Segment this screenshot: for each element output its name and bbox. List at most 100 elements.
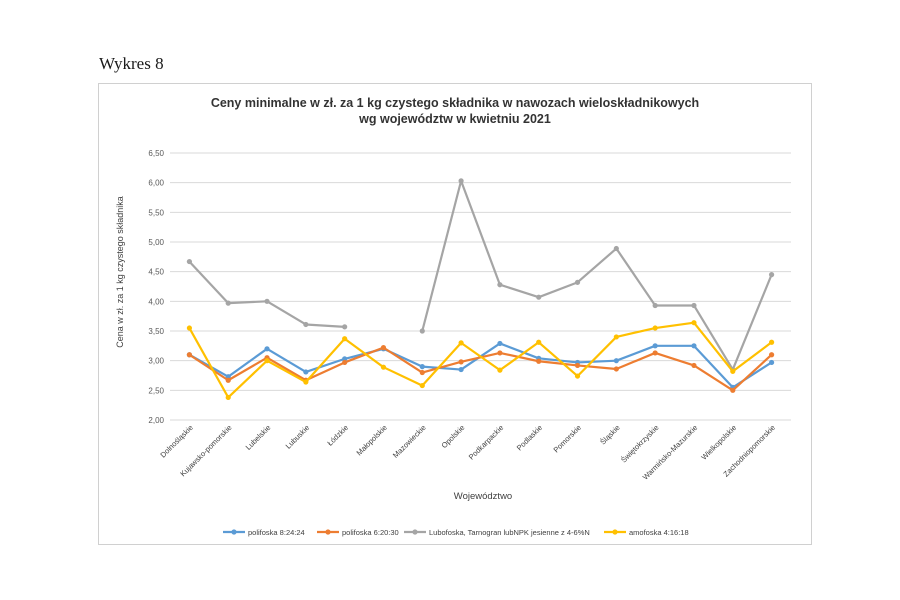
y-tick-label: 5,00 bbox=[148, 238, 164, 247]
data-point bbox=[613, 245, 619, 252]
data-point bbox=[574, 373, 581, 379]
data-point bbox=[303, 379, 309, 385]
y-tick-label: 3,00 bbox=[148, 357, 164, 366]
data-point bbox=[303, 369, 309, 375]
data-point bbox=[730, 368, 736, 374]
data-point bbox=[613, 358, 619, 364]
data-point bbox=[691, 302, 697, 309]
y-axis-ticks: 2,00 2,50 3,00 3,50 4,00 4,50 5,00 5,50 6,00 6,50 bbox=[148, 149, 164, 425]
data-point bbox=[536, 358, 542, 364]
series-line bbox=[188, 321, 773, 399]
data-point bbox=[497, 367, 503, 373]
x-tick-label: Lubelskie bbox=[244, 423, 273, 452]
data-point bbox=[264, 358, 270, 364]
data-point bbox=[419, 369, 425, 376]
data-point bbox=[652, 350, 658, 356]
data-point bbox=[613, 366, 619, 372]
data-point bbox=[419, 364, 425, 370]
chart-frame: Ceny minimalne w zł. za 1 kg czystego sk… bbox=[98, 83, 812, 545]
data-point bbox=[613, 334, 619, 340]
series-line bbox=[421, 179, 773, 371]
x-tick-label: Śląskie bbox=[598, 423, 621, 446]
data-point bbox=[419, 328, 425, 334]
data-point bbox=[458, 340, 464, 346]
data-point bbox=[458, 366, 464, 373]
y-tick-label: 4,50 bbox=[148, 268, 164, 277]
y-tick-label: 2,50 bbox=[148, 386, 164, 395]
figure-label: Wykres 8 bbox=[99, 54, 164, 73]
data-point bbox=[652, 343, 658, 349]
data-point bbox=[691, 343, 697, 349]
series-3 bbox=[186, 178, 775, 373]
x-tick-label: Świętokrzyskie bbox=[619, 423, 660, 464]
data-point bbox=[380, 345, 387, 351]
legend-swatch-marker bbox=[412, 529, 418, 535]
x-tick-label: Wielkopolskie bbox=[699, 423, 738, 462]
data-point bbox=[342, 356, 348, 362]
series-lines bbox=[186, 178, 775, 401]
data-point bbox=[768, 359, 775, 366]
data-point bbox=[342, 359, 348, 366]
data-point bbox=[536, 294, 542, 300]
legend-label: amofoska 4:16:18 bbox=[629, 528, 689, 537]
y-tick-label: 5,50 bbox=[148, 208, 164, 217]
data-point bbox=[186, 352, 193, 358]
legend-swatch-marker bbox=[325, 529, 331, 535]
y-axis-label: Cena w zł. za 1 kg czystego składnika bbox=[115, 196, 125, 348]
x-tick-label: Opolskie bbox=[440, 423, 467, 450]
data-point bbox=[186, 325, 193, 331]
data-point bbox=[691, 362, 697, 369]
y-tick-label: 4,00 bbox=[148, 297, 164, 306]
data-point bbox=[652, 325, 658, 331]
data-point bbox=[652, 302, 658, 309]
x-tick-label: Mazowieckie bbox=[391, 423, 428, 460]
data-point bbox=[458, 178, 464, 184]
data-point bbox=[303, 321, 309, 328]
series-4 bbox=[186, 320, 775, 401]
x-tick-label: Łódzkie bbox=[325, 423, 350, 448]
chart-title-line1: Ceny minimalne w zł. za 1 kg czystego sk… bbox=[211, 96, 699, 110]
legend-swatch-marker bbox=[231, 529, 237, 535]
x-axis-label: Województwo bbox=[454, 491, 512, 502]
gridlines bbox=[170, 152, 791, 421]
data-point bbox=[225, 300, 231, 306]
data-point bbox=[380, 364, 387, 370]
legend-item: polifoska 8:24:24 bbox=[223, 528, 305, 537]
data-point bbox=[419, 382, 425, 389]
data-point bbox=[536, 339, 542, 345]
legend-label: polifoska 8:24:24 bbox=[248, 528, 305, 537]
y-tick-label: 3,50 bbox=[148, 327, 164, 336]
legend-item: amofoska 4:16:18 bbox=[604, 528, 689, 537]
data-point bbox=[225, 374, 231, 380]
data-point bbox=[768, 352, 775, 358]
legend: polifoska 8:24:24 polifoska 6:20:30 Lubofo… bbox=[223, 528, 689, 537]
data-point bbox=[768, 339, 775, 345]
chart-title-line2: wg województw w kwietniu 2021 bbox=[358, 112, 551, 126]
data-point bbox=[264, 346, 270, 352]
legend-label: Lubofoska, Tarnogran lubNPK jesienne z 4… bbox=[429, 528, 590, 537]
data-point bbox=[497, 340, 503, 347]
y-tick-label: 6,00 bbox=[148, 179, 164, 188]
data-point bbox=[225, 377, 231, 383]
legend-item: polifoska 6:20:30 bbox=[317, 528, 399, 537]
x-tick-label: Dolnośląskie bbox=[158, 423, 194, 459]
x-tick-label: Podkarpackie bbox=[467, 423, 506, 462]
x-tick-label: Małopolskie bbox=[355, 423, 389, 457]
x-tick-label: Pomorskie bbox=[552, 423, 583, 454]
data-point bbox=[225, 394, 231, 401]
data-point bbox=[342, 324, 348, 330]
x-tick-label: Podlaskie bbox=[515, 423, 544, 452]
data-point bbox=[342, 336, 348, 342]
series-2 bbox=[186, 345, 775, 393]
y-tick-label: 6,50 bbox=[148, 149, 164, 158]
legend-swatch-marker bbox=[612, 529, 618, 535]
x-tick-label: Lubuskie bbox=[284, 423, 312, 451]
data-point bbox=[458, 359, 464, 365]
legend-item: Lubofoska, Tarnogran lubNPK jesienne z 4… bbox=[404, 528, 590, 537]
y-tick-label: 2,00 bbox=[148, 416, 164, 425]
data-point bbox=[497, 350, 503, 356]
data-point bbox=[186, 258, 193, 265]
data-point bbox=[691, 320, 697, 326]
data-point bbox=[574, 279, 581, 285]
data-point bbox=[730, 387, 736, 393]
